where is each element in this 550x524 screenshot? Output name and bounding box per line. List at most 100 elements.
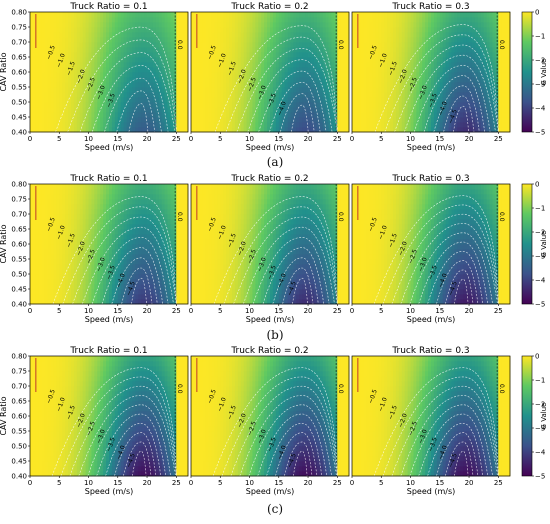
- heatmap-cell: [141, 254, 145, 260]
- heatmap-cell: [316, 12, 321, 18]
- heatmap-cell: [135, 194, 139, 200]
- heatmap-cell: [56, 57, 60, 63]
- heatmap-cell: [76, 249, 81, 255]
- heatmap-cell: [325, 127, 329, 133]
- heatmap-cell: [252, 47, 256, 53]
- heatmap-cell: [504, 112, 508, 118]
- heatmap-cell: [70, 299, 75, 305]
- heatmap-cell: [331, 42, 335, 48]
- heatmap-cell: [457, 77, 461, 83]
- heatmap-cell: [234, 32, 239, 38]
- heatmap-cell: [425, 27, 429, 33]
- heatmap-cell: [378, 112, 382, 118]
- heatmap-cell: [70, 77, 75, 83]
- heatmap-cell: [231, 127, 236, 133]
- heatmap-cell: [296, 77, 300, 83]
- heatmap-cell: [363, 22, 368, 28]
- heatmap-cell: [161, 117, 165, 123]
- heatmap-cell: [38, 117, 43, 123]
- heatmap-cell: [313, 27, 318, 33]
- heatmap-cell: [103, 199, 107, 205]
- x-tick-label: 20: [143, 135, 152, 143]
- heatmap-cell: [50, 234, 54, 240]
- heatmap-cell: [401, 117, 406, 123]
- heatmap-cell: [114, 122, 119, 128]
- heatmap-cell: [471, 27, 476, 33]
- heatmap-cell: [208, 12, 212, 18]
- heatmap-cell: [302, 57, 306, 63]
- heatmap-cell: [319, 27, 324, 33]
- colorbar-bar: [521, 11, 533, 133]
- heatmap-cell: [76, 87, 81, 93]
- heatmap-cell: [387, 42, 391, 48]
- heatmap-cell: [281, 87, 286, 93]
- heatmap-cell: [413, 12, 417, 18]
- heatmap-cell: [296, 87, 300, 93]
- heatmap-cell: [65, 47, 69, 53]
- heatmap-cell: [120, 67, 125, 73]
- heatmap-cell: [155, 77, 160, 83]
- heatmap-cell: [246, 57, 250, 63]
- heatmap-cell: [419, 42, 423, 48]
- heatmap-cell: [126, 254, 130, 260]
- heatmap-cell: [328, 52, 332, 58]
- heatmap-cell: [390, 77, 394, 83]
- heatmap-cell: [451, 47, 455, 53]
- heatmap-cell: [328, 67, 332, 73]
- heatmap-cell: [76, 284, 81, 290]
- heatmap-cell: [47, 259, 51, 265]
- heatmap-cell: [410, 22, 414, 28]
- heatmap-cell: [138, 239, 142, 245]
- heatmap-cell: [193, 87, 198, 93]
- heatmap-cell: [62, 194, 66, 200]
- heatmap-cell: [308, 42, 312, 48]
- heatmap-cell: [62, 254, 66, 260]
- heatmap-cell: [436, 42, 441, 48]
- heatmap-cell: [249, 92, 253, 98]
- heatmap-cell: [141, 87, 145, 93]
- heatmap-cell: [117, 72, 122, 78]
- heatmap-cell: [179, 32, 183, 38]
- heatmap-cell: [343, 62, 347, 68]
- heatmap-cell: [428, 102, 432, 108]
- heatmap-cell: [436, 72, 441, 78]
- heatmap-cell: [466, 67, 470, 73]
- heatmap-cell: [331, 107, 335, 113]
- heatmap-cell: [220, 17, 224, 23]
- heatmap-cell: [73, 97, 78, 103]
- heatmap-cell: [231, 112, 236, 118]
- heatmap-cell: [352, 12, 356, 18]
- heatmap-cell: [88, 77, 92, 83]
- heatmap-cell: [123, 184, 127, 190]
- heatmap-cell: [234, 127, 239, 133]
- heatmap-cell: [132, 57, 136, 63]
- heatmap-cell: [88, 244, 92, 250]
- heatmap-cell: [325, 42, 329, 48]
- heatmap-cell: [504, 127, 508, 133]
- heatmap-cell: [114, 284, 119, 290]
- heatmap-cell: [167, 12, 171, 18]
- heatmap-cell: [109, 117, 113, 123]
- heatmap-cell: [126, 199, 130, 205]
- heatmap-cell: [129, 47, 133, 53]
- heatmap-cell: [275, 87, 280, 93]
- heatmap-cell: [191, 57, 195, 63]
- heatmap-cell: [88, 12, 92, 18]
- heatmap-cell: [120, 107, 125, 113]
- heatmap-cell: [82, 244, 86, 250]
- heatmap-cell: [507, 87, 511, 93]
- heatmap-cell: [471, 77, 476, 83]
- heatmap-cell: [343, 122, 347, 128]
- heatmap-cell: [310, 42, 315, 48]
- heatmap-cell: [407, 82, 411, 88]
- heatmap-cell: [50, 204, 54, 210]
- heatmap-cell: [255, 42, 259, 48]
- heatmap-cell: [129, 92, 133, 98]
- heatmap-cell: [352, 62, 356, 68]
- heatmap-cell: [41, 249, 46, 255]
- heatmap-cell: [275, 32, 280, 38]
- heatmap-cell: [223, 77, 227, 83]
- heatmap-cell: [313, 87, 318, 93]
- heatmap-cell: [410, 27, 414, 33]
- heatmap-cell: [50, 254, 54, 260]
